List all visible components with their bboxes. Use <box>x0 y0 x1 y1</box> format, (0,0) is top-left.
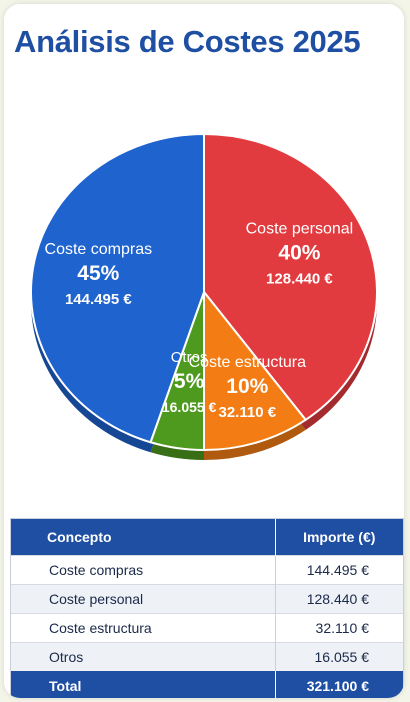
slice-coste-estructura <box>203 289 308 452</box>
cost-analysis-card: Análisis de Costes 2025 Coste personal 40… <box>4 4 404 698</box>
slice-percent-otros: 5% <box>174 370 205 393</box>
table-header-row: Concepto Importe (€) <box>11 519 403 555</box>
slice-value-coste-estructura: 32.110 € <box>219 404 277 421</box>
slice-value-otros: 16.055 € <box>162 399 217 415</box>
cost-table: Concepto Importe (€) Coste compras 144.4… <box>10 518 404 698</box>
table-row: Otros 16.055 € <box>11 641 403 671</box>
slice-percent-coste-estructura: 10% <box>226 375 268 398</box>
slice-value-coste-compras: 144.495 € <box>65 291 132 308</box>
slice-coste-compras <box>30 132 205 444</box>
pie-labels: Coste personal 40% 128.440 € Coste estructu… <box>45 221 354 421</box>
row-amount: 128.440 € <box>274 583 403 613</box>
table-row: Coste personal 128.440 € <box>11 583 403 613</box>
row-amount: 32.110 € <box>274 612 403 642</box>
pie-slices <box>30 132 379 452</box>
slice-percent-coste-compras: 45% <box>77 262 119 285</box>
row-concept: Otros <box>11 641 275 671</box>
pie-chart: Coste personal 40% 128.440 € Coste estructu… <box>30 132 379 460</box>
slice-label-coste-personal: Coste personal <box>246 221 354 238</box>
table-row: Coste compras 144.495 € <box>11 554 403 584</box>
slice-value-coste-personal: 128.440 € <box>266 271 333 288</box>
row-amount: 16.055 € <box>274 641 403 671</box>
row-amount: 144.495 € <box>274 554 403 584</box>
chart-title: Análisis de Costes 2025 <box>14 24 361 59</box>
total-amount: 321.100 € <box>274 671 403 698</box>
slice-label-coste-estructura: Coste estructura <box>189 354 306 371</box>
slice-label-otros: Otros <box>171 349 208 366</box>
header-amount: Importe (€) <box>274 519 403 555</box>
row-concept: Coste personal <box>11 583 275 613</box>
header-concept: Concepto <box>11 519 275 555</box>
row-concept: Coste estructura <box>11 612 275 642</box>
slice-percent-coste-personal: 40% <box>278 242 320 265</box>
table-total-row: Total 321.100 € <box>11 671 403 698</box>
slice-coste-personal <box>203 132 379 422</box>
row-concept: Coste compras <box>11 554 275 584</box>
table-row: Coste estructura 32.110 € <box>11 612 403 642</box>
slice-label-coste-compras: Coste compras <box>45 241 153 258</box>
total-label: Total <box>11 671 275 698</box>
